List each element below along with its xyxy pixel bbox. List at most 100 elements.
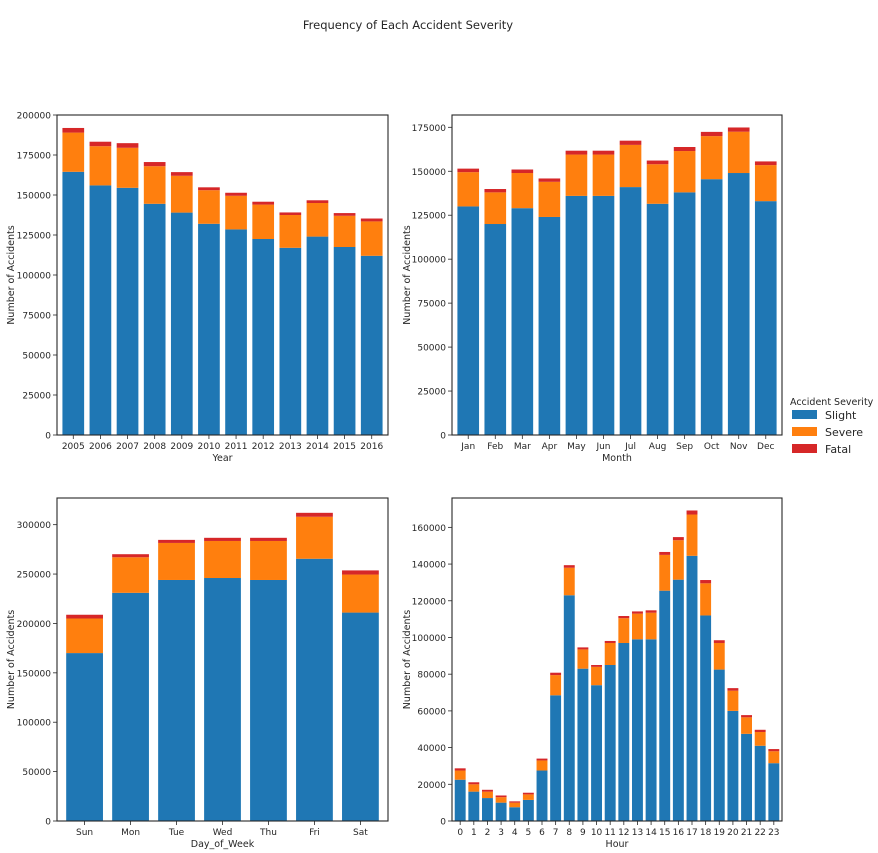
x-tick-label: 12 [618, 828, 629, 838]
bar-fatal-Jun [592, 150, 615, 155]
bar-slight-Feb [484, 224, 507, 435]
bar-slight-Fri [296, 558, 333, 821]
x-tick-label: Dec [757, 442, 774, 452]
bar-severe-0 [454, 770, 466, 780]
bar-slight-Sun [66, 653, 103, 821]
x-axis-label: Month [602, 453, 632, 464]
x-tick-label: Sat [353, 828, 368, 838]
x-axis-label: Day_of_Week [191, 839, 255, 850]
bar-fatal-12 [618, 616, 630, 619]
x-tick-label: 11 [604, 828, 615, 838]
bar-fatal-3 [495, 795, 507, 798]
bar-severe-May [565, 154, 588, 196]
y-tick-label: 160000 [412, 524, 447, 534]
bar-severe-Sun [66, 618, 103, 654]
bar-severe-14 [645, 612, 657, 640]
bars [457, 127, 777, 435]
bar-slight-2013 [279, 247, 302, 435]
bar-slight-8 [563, 595, 575, 821]
y-tick-label: 250000 [17, 571, 52, 581]
x-tick-label: 2006 [89, 442, 112, 452]
bar-slight-2014 [306, 236, 329, 435]
bar-severe-6 [536, 760, 548, 771]
y-axis-label: Number of Accidents [6, 225, 17, 324]
bar-severe-Apr [538, 181, 561, 217]
bar-fatal-Jul [619, 140, 642, 145]
x-tick-label: Jun [595, 442, 610, 452]
bar-severe-2006 [89, 146, 112, 186]
x-tick-label: 9 [580, 828, 586, 838]
bar-slight-10 [591, 685, 602, 821]
bar-slight-22 [754, 745, 766, 821]
y-tick-label: 175000 [17, 152, 52, 162]
bar-fatal-Tue [158, 539, 195, 543]
axes-frame [451, 497, 783, 822]
x-tick-label: 2009 [170, 442, 193, 452]
bar-fatal-17 [686, 510, 698, 515]
bar-fatal-Dec [754, 161, 777, 166]
y-tick-label: 25000 [417, 388, 446, 398]
bar-slight-2012 [252, 239, 275, 435]
bar-slight-Wed [204, 578, 241, 821]
x-tick-label: Sun [76, 828, 93, 838]
bar-severe-Dec [754, 165, 777, 202]
x-tick-label: 23 [768, 828, 779, 838]
bar-severe-11 [604, 642, 616, 665]
y-tick-label: 150000 [17, 669, 52, 679]
x-tick-label: 0 [457, 828, 463, 838]
x-tick-label: 2010 [197, 442, 220, 452]
y-tick-label: 75000 [22, 312, 51, 322]
bar-slight-21 [741, 733, 752, 821]
x-tick-label: Mar [514, 442, 531, 452]
bar-severe-Tue [158, 542, 195, 580]
x-axis-label: Hour [606, 839, 629, 850]
x-tick-label: Thu [259, 828, 277, 838]
bar-fatal-19 [713, 640, 725, 643]
bar-severe-17 [686, 514, 698, 556]
y-tick-label: 0 [45, 432, 51, 442]
bars [66, 512, 379, 821]
bar-slight-2005 [62, 171, 85, 436]
y-tick-label: 125000 [17, 232, 52, 242]
bar-slight-18 [700, 615, 712, 821]
bar-slight-2010 [198, 223, 220, 435]
bar-slight-15 [659, 590, 671, 821]
bar-slight-2008 [143, 203, 166, 435]
bar-fatal-2 [482, 789, 493, 792]
y-tick-label: 100000 [17, 719, 52, 729]
bars [454, 510, 780, 821]
x-tick-label: 1 [471, 828, 477, 838]
bar-fatal-2013 [279, 212, 302, 215]
bar-slight-Sat [342, 612, 379, 821]
y-tick-label: 20000 [417, 781, 446, 791]
bar-slight-17 [686, 555, 698, 821]
bar-fatal-Thu [250, 537, 287, 541]
bar-slight-Oct [700, 179, 723, 435]
bar-slight-Jul [619, 187, 642, 435]
legend-label-slight: Slight [825, 409, 857, 422]
bar-fatal-5 [522, 792, 534, 795]
bar-slight-Nov [727, 173, 750, 435]
bar-severe-Jun [592, 154, 615, 196]
bar-severe-Oct [700, 136, 723, 180]
bar-slight-23 [768, 763, 780, 821]
bar-severe-Mar [511, 173, 534, 209]
x-tick-label: 6 [539, 828, 545, 838]
x-tick-label: 2005 [62, 442, 85, 452]
bar-fatal-Wed [204, 537, 241, 541]
bar-fatal-14 [645, 610, 657, 613]
bar-slight-12 [618, 642, 630, 821]
x-tick-label: Tue [168, 828, 185, 838]
bar-slight-May [565, 195, 588, 435]
x-tick-label: 2016 [360, 442, 383, 452]
x-tick-label: 16 [673, 828, 685, 838]
bar-slight-Mar [511, 208, 534, 435]
bar-slight-2006 [89, 185, 112, 435]
bar-severe-3 [495, 797, 507, 803]
x-tick-label: Feb [487, 442, 503, 452]
bar-slight-Mon [112, 592, 149, 821]
y-tick-label: 300000 [17, 521, 52, 531]
bar-fatal-Mon [112, 554, 149, 558]
x-tick-label: 10 [591, 828, 603, 838]
bar-slight-14 [645, 639, 657, 821]
